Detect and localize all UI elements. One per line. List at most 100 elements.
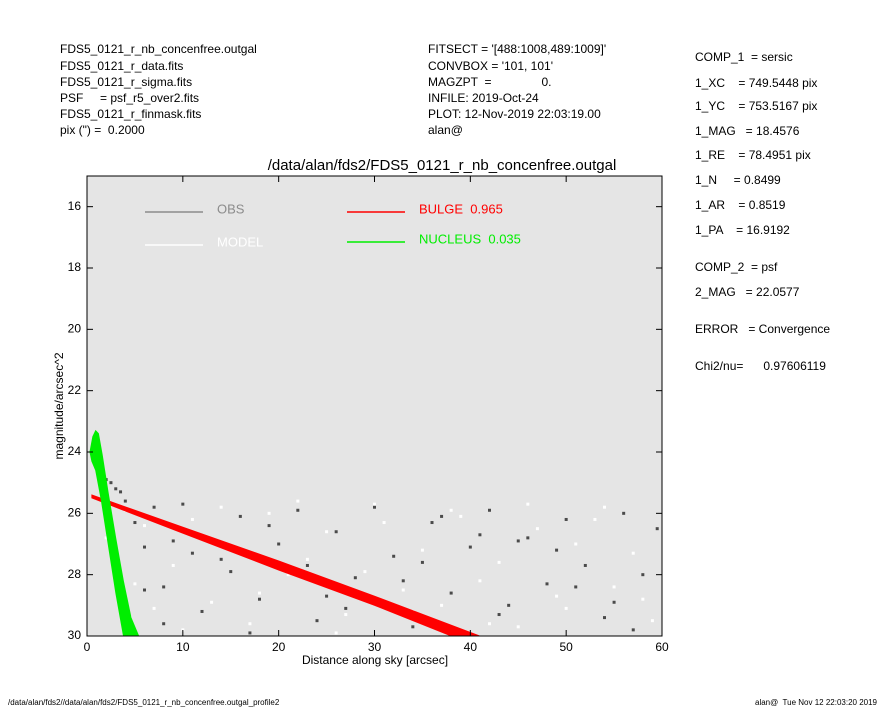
data-point xyxy=(631,628,635,632)
header-right-line: 1_RE = 78.4951 pix xyxy=(695,148,811,162)
data-point xyxy=(516,539,520,543)
header-right-line: 1_YC = 753.5167 pix xyxy=(695,99,817,113)
header-right-line: ERROR = Convergence xyxy=(695,322,830,336)
data-point xyxy=(655,527,659,531)
data-point xyxy=(603,616,606,620)
x-tick-label: 10 xyxy=(176,640,190,654)
data-point xyxy=(238,514,242,518)
data-point xyxy=(497,560,501,564)
plot-background xyxy=(87,176,662,636)
data-point xyxy=(516,625,520,629)
legend-label: NUCLEUS 0.035 xyxy=(419,231,521,246)
data-point xyxy=(459,514,463,518)
data-point xyxy=(478,533,482,537)
data-point xyxy=(440,603,444,607)
data-point xyxy=(277,542,281,546)
data-point xyxy=(401,588,405,592)
data-point xyxy=(190,517,194,521)
data-point xyxy=(353,576,357,580)
data-point xyxy=(296,499,300,503)
data-point xyxy=(555,548,559,552)
header-right-line: 2_MAG = 22.0577 xyxy=(695,285,800,299)
header-left-line: PSF = psf_r5_over2.fits xyxy=(60,91,199,105)
data-point xyxy=(267,524,271,528)
y-axis-label: magnitude/arcsec^2 xyxy=(52,352,66,459)
data-point xyxy=(564,606,568,610)
x-tick-label: 0 xyxy=(84,640,91,654)
data-point xyxy=(631,551,635,555)
header-left-line: FDS5_0121_r_nb_concenfree.outgal xyxy=(60,42,257,56)
header-right-line: COMP_1 = sersic xyxy=(695,50,793,64)
data-point xyxy=(152,606,156,610)
data-point xyxy=(612,600,616,604)
data-point xyxy=(373,505,376,509)
data-point xyxy=(334,631,338,635)
x-tick-label: 60 xyxy=(655,640,669,654)
data-point xyxy=(440,514,444,518)
x-tick-label: 40 xyxy=(464,640,478,654)
data-point xyxy=(258,597,261,601)
data-point xyxy=(612,585,616,589)
data-point xyxy=(545,582,549,586)
data-point xyxy=(526,536,530,540)
data-point xyxy=(109,481,113,485)
data-point xyxy=(123,499,127,503)
footer-right: alan@ Tue Nov 12 22:03:20 2019 xyxy=(755,698,878,707)
header-right-line: Chi2/nu= 0.97606119 xyxy=(695,359,826,373)
data-point xyxy=(143,588,146,592)
data-point xyxy=(535,527,539,531)
data-point xyxy=(411,625,415,629)
y-tick-label: 30 xyxy=(68,628,82,642)
data-point xyxy=(152,505,156,509)
data-point xyxy=(449,508,453,512)
data-point xyxy=(650,619,654,623)
header-left-line: FDS5_0121_r_finmask.fits xyxy=(60,107,201,121)
legend-label: MODEL xyxy=(217,234,263,249)
data-point xyxy=(622,511,626,515)
data-point xyxy=(133,521,137,525)
header-mid-line: CONVBOX = '101, 101' xyxy=(428,59,553,73)
data-point xyxy=(449,591,453,595)
data-point xyxy=(171,563,175,567)
header-left-line: FDS5_0121_r_data.fits xyxy=(60,59,183,73)
y-tick-label: 18 xyxy=(68,260,82,274)
header-right-line: 1_N = 0.8499 xyxy=(695,173,781,187)
data-point xyxy=(574,585,578,589)
data-point xyxy=(344,613,348,617)
header-left-line: pix (") = 0.2000 xyxy=(60,123,145,137)
data-point xyxy=(219,557,223,561)
header-mid-line: INFILE: 2019-Oct-24 xyxy=(428,91,539,105)
model-band xyxy=(89,429,140,636)
data-point xyxy=(344,606,348,610)
data-point xyxy=(315,619,319,623)
x-tick-label: 20 xyxy=(272,640,286,654)
x-axis-label: Distance along sky [arcsec] xyxy=(302,653,448,667)
data-point xyxy=(181,628,185,632)
data-point xyxy=(497,613,501,617)
data-point xyxy=(305,563,309,567)
data-point xyxy=(488,508,491,512)
y-tick-label: 28 xyxy=(68,567,82,581)
data-point xyxy=(430,521,434,525)
data-point xyxy=(162,585,166,589)
data-point xyxy=(593,517,597,521)
data-point xyxy=(219,505,223,509)
data-point xyxy=(162,622,166,626)
header-right-line: COMP_2 = psf xyxy=(695,260,778,274)
data-point xyxy=(382,521,386,525)
footer-left: /data/alan/fds2//data/alan/fds2/FDS5_012… xyxy=(8,698,280,707)
header-mid-line: FITSECT = '[488:1008,489:1009]' xyxy=(428,42,606,56)
y-tick-label: 22 xyxy=(68,383,82,397)
data-point xyxy=(363,570,367,574)
data-point xyxy=(133,582,137,586)
data-point xyxy=(325,594,329,598)
data-point xyxy=(468,545,472,549)
legend-label: BULGE 0.965 xyxy=(419,201,503,216)
data-point xyxy=(104,536,108,540)
data-point xyxy=(267,511,271,515)
header-right-line: 1_AR = 0.8519 xyxy=(695,198,786,212)
data-point xyxy=(641,597,645,601)
model-band xyxy=(91,494,481,636)
data-point xyxy=(334,530,338,534)
data-point xyxy=(574,542,578,546)
